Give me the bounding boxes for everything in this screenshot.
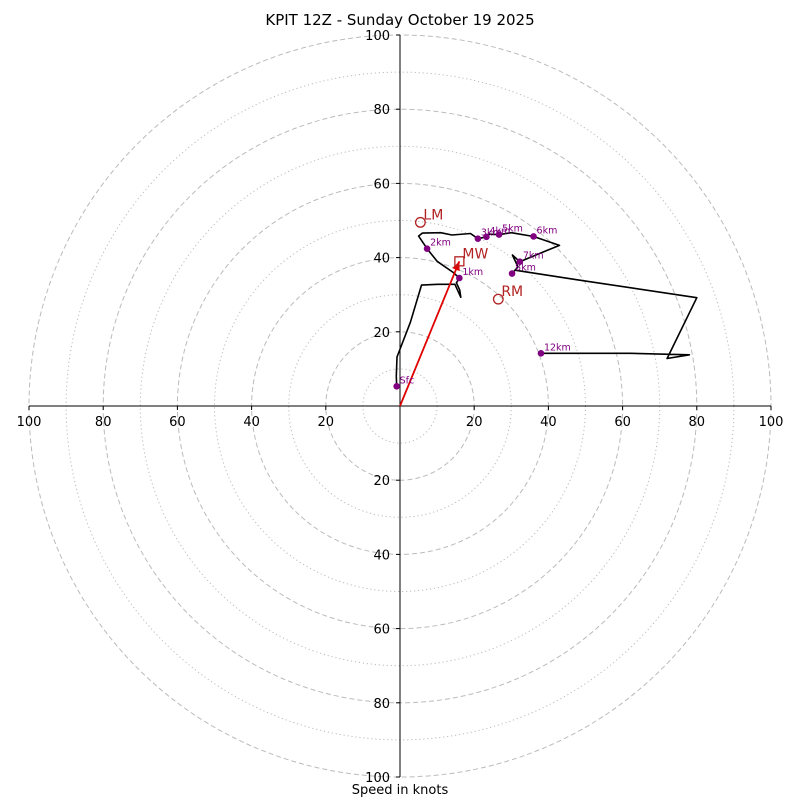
storm-motion-label: RM [501, 284, 523, 300]
level-label: 2km [430, 238, 451, 249]
x-tick-label: 40 [540, 415, 557, 430]
x-tick-label: 100 [759, 415, 784, 430]
storm-motion-marker [492, 293, 504, 305]
level-label: Sfc [400, 375, 415, 386]
level-label: 5km [502, 224, 523, 235]
level-label: 8km [515, 263, 536, 274]
level-label: 6km [537, 225, 558, 236]
x-tick-label: 100 [17, 415, 42, 430]
storm-motion-label: LM [423, 207, 443, 223]
level-point [423, 245, 431, 252]
level-point [456, 274, 463, 282]
storm-motion-marker [414, 216, 426, 228]
level-label: 12km [544, 342, 571, 353]
storm-motions: LM MW RM [414, 207, 523, 305]
y-tick-label: 80 [373, 697, 390, 712]
x-tick-label: 60 [169, 415, 186, 430]
level-point [537, 350, 545, 357]
level-point [483, 233, 490, 241]
hodograph-trace [395, 231, 698, 387]
x-tick-label: 60 [614, 415, 631, 430]
y-tick-label: 20 [373, 474, 390, 489]
y-tick-label: 40 [373, 252, 390, 267]
shear-vector-line [399, 260, 461, 407]
level-label: 4km [489, 226, 510, 237]
level-label: 7km [523, 251, 544, 262]
x-tick-label: 20 [466, 415, 483, 430]
level-point [516, 258, 524, 265]
level-point [495, 231, 503, 238]
y-tick-label: 80 [373, 103, 390, 118]
y-tick-label: 60 [373, 623, 390, 638]
level-label: 3km [481, 228, 502, 239]
y-tick-label: 60 [373, 177, 390, 192]
x-tick-label: 20 [318, 415, 335, 430]
x-axis-label: Speed in knots [351, 783, 449, 798]
level-point [508, 270, 516, 277]
mean-wind-marker [454, 256, 465, 267]
tick-labels: 100 80 60 40 20 20 40 60 80 100 100 80 60 40 20 20 40 60 8… [17, 29, 784, 786]
x-tick-label: 80 [95, 415, 112, 430]
hodograph-line [395, 231, 698, 387]
y-tick-label: 40 [373, 548, 390, 563]
x-tick-label: 80 [689, 415, 706, 430]
y-tick-label: 100 [365, 29, 390, 44]
storm-motion-label: MW [462, 246, 488, 262]
level-point [393, 383, 400, 390]
chart-title: KPIT 12Z - Sunday October 19 2025 [265, 11, 535, 29]
level-label: 1km [462, 267, 483, 278]
y-tick-label: 20 [373, 326, 390, 341]
level-point [530, 233, 537, 240]
level-point [474, 235, 482, 242]
y-tick-label: 100 [365, 771, 390, 786]
x-tick-label: 40 [243, 415, 260, 430]
